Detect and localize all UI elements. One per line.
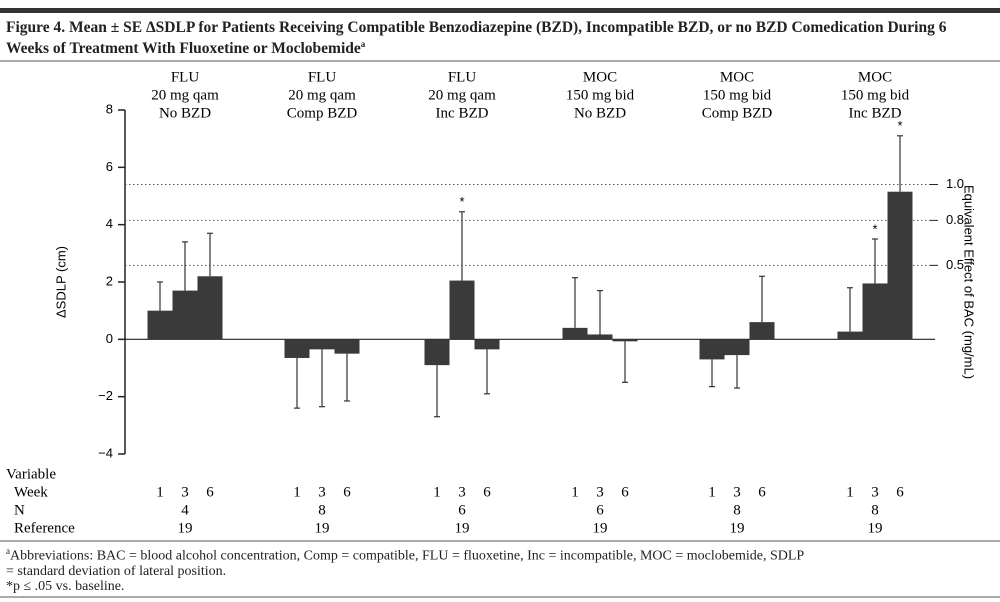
y-tick-label: 8 [106, 101, 113, 116]
week-label: 6 [896, 484, 904, 500]
row-label: Week [14, 484, 48, 500]
bar [612, 339, 638, 342]
significance-marker: * [872, 221, 877, 236]
y-tick-label: 2 [106, 273, 113, 288]
n-label: 6 [458, 502, 466, 518]
reference-value: 19 [455, 520, 470, 536]
bar [334, 339, 360, 354]
week-label: 3 [181, 484, 189, 500]
week-label: 3 [318, 484, 326, 500]
bar [474, 339, 500, 350]
chart-title: Figure 4. Mean ± SE ΔSDLP for Patients R… [6, 19, 966, 57]
week-label: 3 [458, 484, 466, 500]
reference-label: 1.0 [946, 176, 964, 191]
row-label: Reference [14, 520, 75, 536]
reference-label: 0.5 [946, 257, 964, 272]
footnote-text: p ≤ .05 vs. baseline. [13, 578, 125, 594]
group-label: 20 mg qam [428, 87, 496, 103]
bar [309, 339, 335, 350]
bar [699, 339, 725, 360]
group-label: Comp BZD [287, 105, 358, 121]
footnote-text: Abbreviations: BAC = blood alcohol conce… [6, 548, 804, 579]
bar [862, 283, 888, 340]
footnote-marker: * [6, 578, 13, 594]
reference-value: 19 [730, 520, 745, 536]
group-label: 150 mg bid [841, 87, 910, 103]
group-label: MOC [583, 69, 617, 85]
row-label: N [14, 502, 25, 518]
reference-value: 19 [593, 520, 608, 536]
group-label: MOC [858, 69, 892, 85]
footnote: *p ≤ .05 vs. baseline. [6, 579, 806, 594]
week-label: 6 [343, 484, 351, 500]
significance-marker: * [897, 118, 902, 133]
week-label: 6 [206, 484, 214, 500]
y-axis-label: ΔSDLP (cm) [53, 246, 68, 318]
bar [147, 310, 173, 340]
group-label: Inc BZD [849, 105, 902, 121]
week-label: 3 [733, 484, 741, 500]
group-label: No BZD [574, 105, 626, 121]
y-tick-label: 6 [106, 159, 113, 174]
reference-label: 0.8 [946, 212, 964, 227]
y-tick-label: 4 [106, 216, 113, 231]
week-label: 1 [156, 484, 164, 500]
title-note: a [360, 39, 366, 49]
n-label: 8 [871, 502, 879, 518]
n-label: 8 [733, 502, 741, 518]
bar [887, 191, 913, 340]
reference-value: 19 [315, 520, 330, 536]
y-tick-label: −4 [98, 445, 113, 460]
week-label: 1 [708, 484, 716, 500]
bar [837, 331, 863, 340]
group-label: No BZD [159, 105, 211, 121]
week-label: 1 [571, 484, 579, 500]
week-label: 1 [433, 484, 441, 500]
footnote: aAbbreviations: BAC = blood alcohol conc… [6, 544, 806, 579]
group-label: FLU [448, 69, 477, 85]
bar [197, 276, 223, 340]
week-label: 6 [621, 484, 629, 500]
group-label: 150 mg bid [566, 87, 635, 103]
bar [424, 339, 450, 366]
bar [724, 339, 750, 356]
bar [587, 334, 613, 340]
footnotes: aAbbreviations: BAC = blood alcohol conc… [6, 544, 806, 594]
title-text: Figure 4. Mean ± SE ΔSDLP for Patients R… [6, 19, 947, 58]
bar [749, 322, 775, 340]
n-label: 4 [181, 502, 189, 518]
top-rule [0, 8, 1000, 13]
y-tick-label: −2 [98, 388, 113, 403]
week-label: 1 [846, 484, 854, 500]
bar [449, 280, 475, 340]
group-label: 20 mg qam [151, 87, 219, 103]
reference-value: 19 [868, 520, 883, 536]
week-label: 6 [483, 484, 491, 500]
n-label: 8 [318, 502, 326, 518]
significance-marker: * [459, 194, 464, 209]
group-label: FLU [171, 69, 200, 85]
row-label: Variable [6, 466, 56, 482]
n-label: 6 [596, 502, 604, 518]
group-label: MOC [720, 69, 754, 85]
week-label: 3 [596, 484, 604, 500]
group-label: 150 mg bid [703, 87, 772, 103]
week-label: 3 [871, 484, 879, 500]
week-label: 6 [758, 484, 766, 500]
week-label: 1 [293, 484, 301, 500]
reference-value: 19 [178, 520, 193, 536]
group-label: Inc BZD [436, 105, 489, 121]
group-label: Comp BZD [702, 105, 773, 121]
bar [284, 339, 310, 358]
group-label: 20 mg qam [288, 87, 356, 103]
y2-axis-label: Equivalent Effect of BAC (mg/mL) [962, 185, 977, 379]
y-tick-label: 0 [106, 331, 113, 346]
bar [562, 327, 588, 340]
footnote-marker: a [6, 546, 10, 556]
bar [172, 290, 198, 340]
group-label: FLU [308, 69, 337, 85]
